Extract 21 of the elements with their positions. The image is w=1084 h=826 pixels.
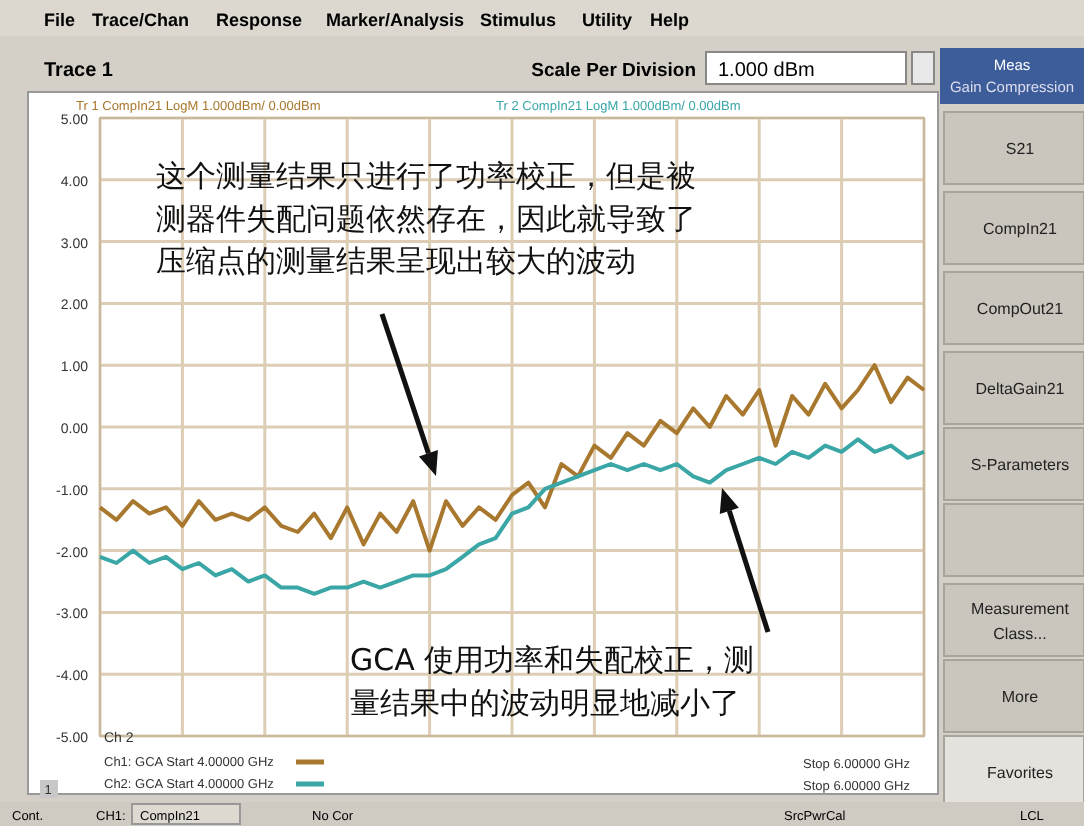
annotation: Marker/Analysis xyxy=(326,10,465,30)
annotation: Favorites xyxy=(987,764,1053,782)
annotation: Trace/Chan xyxy=(92,10,190,30)
annotation: S21 xyxy=(1005,140,1035,158)
annotation: 1.000 dBm xyxy=(718,60,815,82)
annotation: Utility xyxy=(582,10,633,30)
annotation: Measurement xyxy=(971,600,1069,618)
annotation: GCA 使用功率和失配校正，测量结果中的波动明显地减小了 xyxy=(350,642,755,721)
annotation: Help xyxy=(650,10,690,30)
annotation: File xyxy=(44,10,76,30)
annotation: 这个测量结果只进行了功率校正，但是被测器件失配问题依然存在，因此就导致了压缩点的测量结果呈现出较大的波动 xyxy=(156,158,696,280)
annotation: DeltaGain21 xyxy=(975,380,1065,398)
annotation: Class... xyxy=(993,624,1047,643)
annotation: Response xyxy=(216,10,303,30)
annotation: S-Parameters xyxy=(970,456,1070,474)
annotation: Trace 1 xyxy=(44,60,113,82)
annotation: Stimulus xyxy=(480,10,557,30)
annotation: More xyxy=(1001,688,1039,706)
annotation: CompOut21 xyxy=(976,300,1064,318)
annotation: Scale Per Division xyxy=(531,60,696,82)
annotation: CompIn21 xyxy=(983,220,1057,238)
